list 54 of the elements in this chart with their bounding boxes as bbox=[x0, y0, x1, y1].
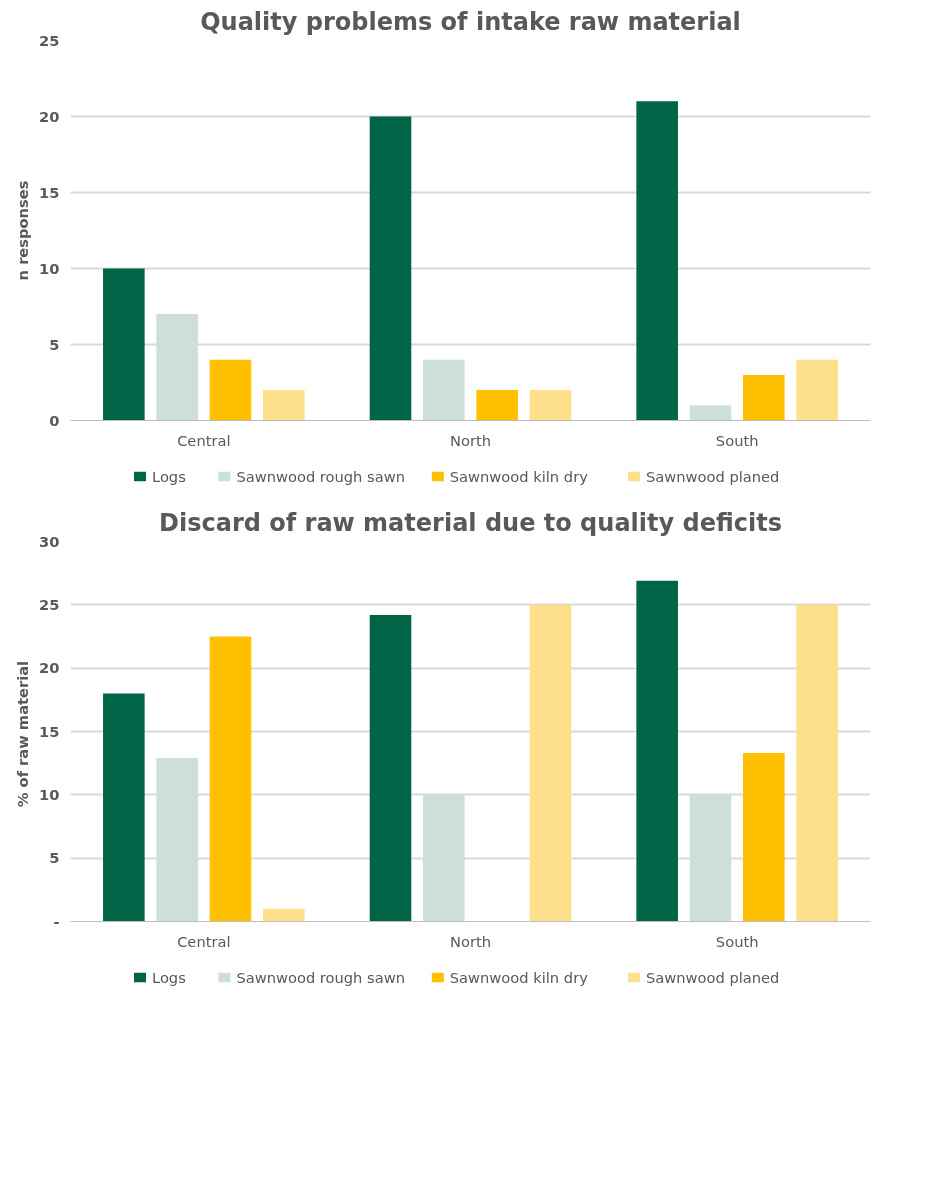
bar bbox=[103, 268, 145, 421]
bar bbox=[103, 693, 145, 922]
y-axis-title: n responses bbox=[14, 180, 32, 281]
legend-label: Sawnwood planed bbox=[646, 468, 780, 485]
legend-label: Logs bbox=[152, 468, 186, 485]
y-axis-title: % of raw material bbox=[14, 660, 32, 808]
bar bbox=[423, 794, 465, 922]
legend-label: Sawnwood kiln dry bbox=[449, 468, 589, 485]
y-tick-label: 15 bbox=[39, 183, 60, 201]
legend-label: Sawnwood rough sawn bbox=[236, 969, 405, 986]
bar bbox=[796, 359, 838, 421]
chart-title: Quality problems of intake raw material bbox=[200, 7, 741, 36]
y-tick-label: 0 bbox=[49, 411, 60, 429]
x-tick-label: South bbox=[715, 932, 759, 950]
bar bbox=[209, 636, 252, 922]
y-tick-label: 10 bbox=[39, 785, 60, 803]
legend-label: Sawnwood rough sawn bbox=[236, 468, 405, 485]
x-tick-label: Central bbox=[177, 932, 231, 950]
chart-title: Discard of raw material due to quality deficits bbox=[159, 508, 782, 537]
legend-label: Sawnwood planed bbox=[646, 969, 780, 986]
y-tick-label: 20 bbox=[39, 107, 60, 125]
y-tick-label: - bbox=[53, 912, 60, 930]
y-tick-label: 25 bbox=[39, 31, 60, 49]
y-tick-label: 30 bbox=[39, 532, 60, 550]
y-tick-label: 20 bbox=[39, 659, 60, 677]
legend-label: Sawnwood kiln dry bbox=[449, 969, 589, 986]
x-tick-label: South bbox=[715, 431, 759, 449]
legend-label: Logs bbox=[152, 969, 186, 986]
bar bbox=[156, 758, 198, 922]
bar bbox=[796, 604, 838, 922]
y-tick-label: 10 bbox=[39, 259, 60, 277]
bar bbox=[529, 604, 572, 922]
y-tick-label: 15 bbox=[39, 722, 60, 740]
bar bbox=[263, 908, 305, 922]
bar bbox=[423, 359, 465, 421]
x-tick-label: Central bbox=[177, 431, 231, 449]
bar bbox=[743, 374, 785, 421]
bar bbox=[476, 390, 518, 421]
bar bbox=[156, 314, 198, 421]
bar bbox=[689, 405, 732, 421]
x-tick-label: North bbox=[450, 431, 491, 449]
bar bbox=[529, 390, 572, 421]
bar bbox=[743, 753, 785, 922]
bar bbox=[209, 359, 252, 421]
y-tick-label: 5 bbox=[49, 335, 60, 353]
bar bbox=[263, 390, 305, 421]
bar bbox=[636, 101, 678, 421]
bar bbox=[369, 116, 412, 421]
x-tick-label: North bbox=[450, 932, 491, 950]
bar bbox=[369, 614, 412, 922]
bar bbox=[689, 794, 732, 922]
bar bbox=[636, 580, 678, 922]
y-tick-label: 5 bbox=[49, 849, 60, 867]
y-tick-label: 25 bbox=[39, 595, 60, 613]
